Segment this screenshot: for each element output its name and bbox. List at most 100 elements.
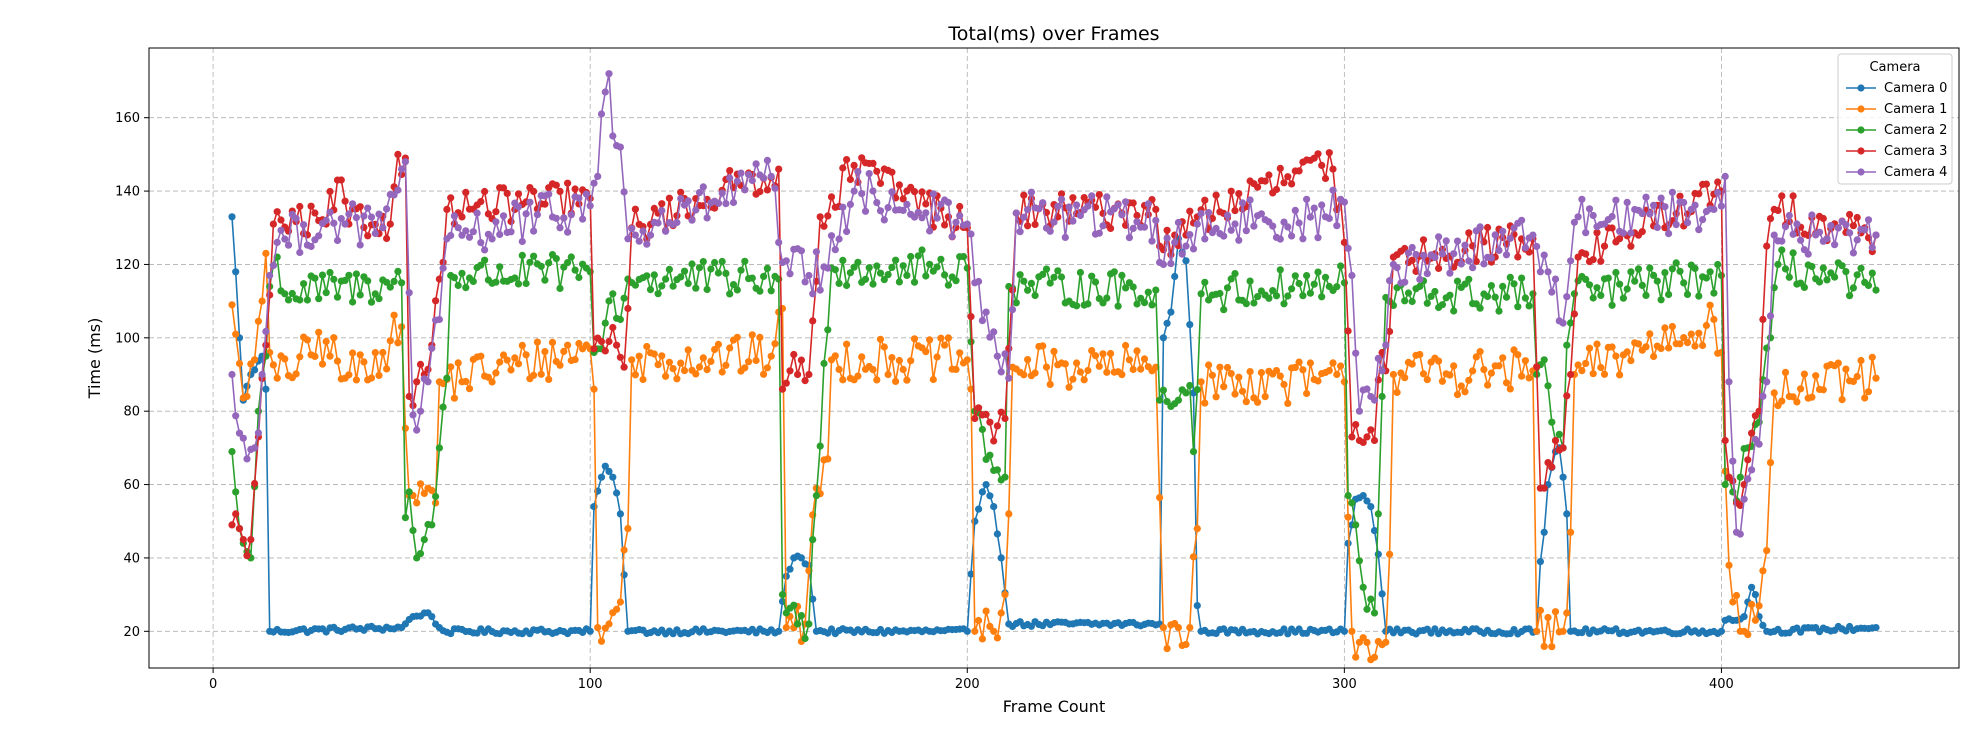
data-point (1846, 229, 1854, 237)
data-point (1088, 272, 1096, 280)
data-point (1310, 204, 1318, 212)
data-point (1103, 294, 1111, 302)
data-point (1785, 211, 1793, 220)
data-point (812, 492, 821, 500)
data-point (699, 183, 707, 191)
data-point (1725, 378, 1733, 386)
data-point (986, 451, 994, 459)
data-point (978, 317, 987, 325)
data-point (654, 290, 662, 298)
legend-entry: Camera 0 (1846, 81, 1947, 96)
data-point (692, 284, 700, 292)
data-point (511, 274, 519, 282)
data-point (1721, 172, 1729, 180)
data-point (1159, 386, 1167, 394)
series-layer (228, 70, 1880, 664)
data-point (665, 358, 674, 366)
data-point (262, 327, 270, 335)
data-point (695, 363, 704, 371)
data-point (794, 620, 802, 628)
data-point (1812, 372, 1820, 380)
data-point (571, 185, 579, 193)
data-point (824, 264, 832, 272)
data-point (1107, 349, 1115, 358)
data-point (1189, 448, 1198, 456)
data-point (1555, 430, 1563, 438)
data-point (1408, 256, 1416, 264)
data-point (1348, 433, 1356, 441)
data-point (545, 259, 553, 267)
data-point (684, 279, 692, 288)
data-point (1623, 285, 1631, 293)
data-point (1823, 276, 1831, 284)
data-point (1005, 374, 1013, 382)
data-point (371, 229, 379, 238)
data-point (756, 287, 764, 295)
data-point (1778, 237, 1786, 245)
data-point (1525, 374, 1533, 382)
data-point (1536, 606, 1544, 615)
data-point (390, 191, 398, 199)
data-point (850, 187, 858, 195)
data-point (1118, 371, 1126, 379)
data-point (439, 403, 447, 411)
data-point (801, 377, 809, 385)
data-point (228, 521, 236, 529)
data-point (820, 359, 828, 368)
data-point (903, 271, 911, 279)
data-point (1114, 201, 1122, 209)
data-point (1367, 595, 1375, 603)
data-point (232, 412, 240, 420)
data-point (1208, 371, 1216, 379)
data-point (1808, 393, 1816, 401)
data-point (352, 376, 360, 384)
data-point (1774, 260, 1782, 268)
data-point (492, 218, 500, 226)
data-point (1567, 370, 1575, 379)
data-point (680, 267, 689, 275)
series-line (231, 253, 1877, 661)
data-point (514, 203, 523, 211)
data-point (454, 224, 462, 232)
data-point (986, 418, 994, 426)
data-point (1540, 528, 1548, 536)
data-point (843, 340, 851, 348)
data-point (1748, 583, 1756, 591)
data-point (1144, 288, 1152, 296)
data-point (333, 293, 342, 301)
data-point (918, 246, 926, 254)
data-point (1095, 229, 1103, 237)
data-point (284, 241, 293, 249)
data-point (1510, 346, 1518, 354)
data-point (326, 268, 334, 277)
data-point (1140, 299, 1149, 307)
data-point (914, 208, 922, 216)
data-point (1469, 367, 1477, 375)
data-point (1073, 359, 1081, 367)
data-point (1781, 368, 1790, 376)
data-point (556, 361, 564, 369)
data-point (1540, 251, 1548, 259)
data-point (1567, 257, 1575, 265)
data-point (1831, 241, 1839, 249)
data-point (756, 333, 764, 341)
data-point (1736, 501, 1744, 509)
data-point (556, 187, 564, 195)
data-point (1340, 238, 1348, 246)
data-point (1755, 602, 1763, 610)
data-point (1800, 370, 1808, 378)
data-point (1073, 201, 1081, 209)
data-point (394, 150, 402, 158)
data-point (579, 215, 587, 223)
data-point (888, 263, 896, 271)
plot-frame (148, 47, 1960, 669)
data-point (1699, 216, 1707, 224)
data-point (1254, 398, 1262, 406)
data-point (884, 370, 892, 379)
data-point (296, 353, 304, 361)
series-line (231, 73, 1877, 536)
data-point (1736, 473, 1744, 481)
data-point (416, 360, 425, 368)
data-point (1318, 161, 1326, 169)
data-point (1759, 567, 1767, 575)
